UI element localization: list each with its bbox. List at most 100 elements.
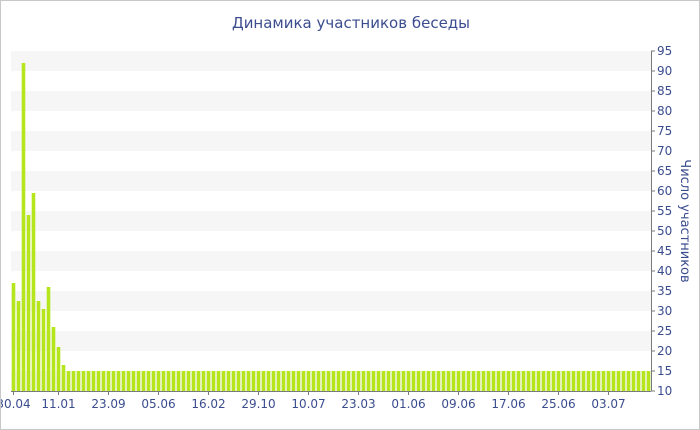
bar: [301, 371, 306, 391]
bar: [596, 371, 601, 391]
bar: [551, 371, 556, 391]
bar: [486, 371, 491, 391]
bar: [256, 371, 261, 391]
x-tick-label: 05.06: [141, 397, 175, 411]
bar: [141, 371, 146, 391]
bar: [526, 371, 531, 391]
bar: [576, 371, 581, 391]
y-tick-label: 70: [657, 144, 672, 158]
bar: [171, 371, 176, 391]
bar: [521, 371, 526, 391]
grid-band: [11, 211, 651, 231]
bar: [251, 371, 256, 391]
bar: [266, 371, 271, 391]
bar: [541, 371, 546, 391]
bar: [241, 371, 246, 391]
y-tick-label: 50: [657, 224, 672, 238]
bar: [491, 371, 496, 391]
bar: [221, 371, 226, 391]
bar: [161, 371, 166, 391]
grid-band: [11, 51, 651, 71]
bar: [401, 371, 406, 391]
x-tick-label: 23.09: [91, 397, 125, 411]
bar: [511, 371, 516, 391]
y-tick-label: 20: [657, 344, 672, 358]
bar: [226, 371, 231, 391]
bar: [476, 371, 481, 391]
bar: [566, 371, 571, 391]
bar: [21, 63, 26, 391]
bar: [631, 371, 636, 391]
bar: [176, 371, 181, 391]
bar: [356, 371, 361, 391]
bar: [621, 371, 626, 391]
x-tick-label: 16.02: [191, 397, 225, 411]
bar: [341, 371, 346, 391]
x-tick-label: 25.06: [541, 397, 575, 411]
x-tick-label: 09.06: [441, 397, 475, 411]
bar: [501, 371, 506, 391]
bar: [471, 371, 476, 391]
bar: [361, 371, 366, 391]
bar: [571, 371, 576, 391]
grid-band: [11, 171, 651, 191]
bar: [421, 371, 426, 391]
bar: [611, 371, 616, 391]
y-tick-label: 25: [657, 324, 672, 338]
bar: [531, 371, 536, 391]
bar: [451, 371, 456, 391]
bar: [376, 371, 381, 391]
y-tick-label: 15: [657, 364, 672, 378]
bar: [481, 371, 486, 391]
bar: [121, 371, 126, 391]
bar: [16, 301, 21, 391]
bar: [66, 371, 71, 391]
bar: [316, 371, 321, 391]
bar: [366, 371, 371, 391]
bar: [591, 371, 596, 391]
grid-band: [11, 131, 651, 151]
bar: [156, 371, 161, 391]
bar: [271, 371, 276, 391]
bar: [101, 371, 106, 391]
bar: [86, 371, 91, 391]
bar: [211, 371, 216, 391]
x-tick-label: 30.04: [1, 397, 31, 411]
bar: [166, 371, 171, 391]
grid-band: [11, 251, 651, 271]
y-tick-label: 60: [657, 184, 672, 198]
bar: [276, 371, 281, 391]
bar: [61, 365, 66, 391]
bar: [306, 371, 311, 391]
bar: [71, 371, 76, 391]
bar: [81, 371, 86, 391]
bar: [461, 371, 466, 391]
bar: [441, 371, 446, 391]
bar: [586, 371, 591, 391]
bar: [201, 371, 206, 391]
bar: [146, 371, 151, 391]
bar: [466, 371, 471, 391]
x-tick-label: 29.10: [241, 397, 275, 411]
bar: [216, 371, 221, 391]
bar: [126, 371, 131, 391]
y-tick-label: 95: [657, 44, 672, 58]
bar: [186, 371, 191, 391]
bar: [446, 371, 451, 391]
bar: [291, 371, 296, 391]
bar: [111, 371, 116, 391]
y-tick-label: 45: [657, 244, 672, 258]
bar: [416, 371, 421, 391]
x-tick-label: 11.01: [41, 397, 75, 411]
bar: [321, 371, 326, 391]
bar: [181, 371, 186, 391]
bar: [136, 371, 141, 391]
bar: [116, 371, 121, 391]
bar: [536, 371, 541, 391]
bar: [131, 371, 136, 391]
chart-title: Динамика участников беседы: [231, 14, 471, 32]
bar: [546, 371, 551, 391]
bar: [606, 371, 611, 391]
y-axis-title: Число участников: [677, 159, 692, 282]
bar: [91, 371, 96, 391]
